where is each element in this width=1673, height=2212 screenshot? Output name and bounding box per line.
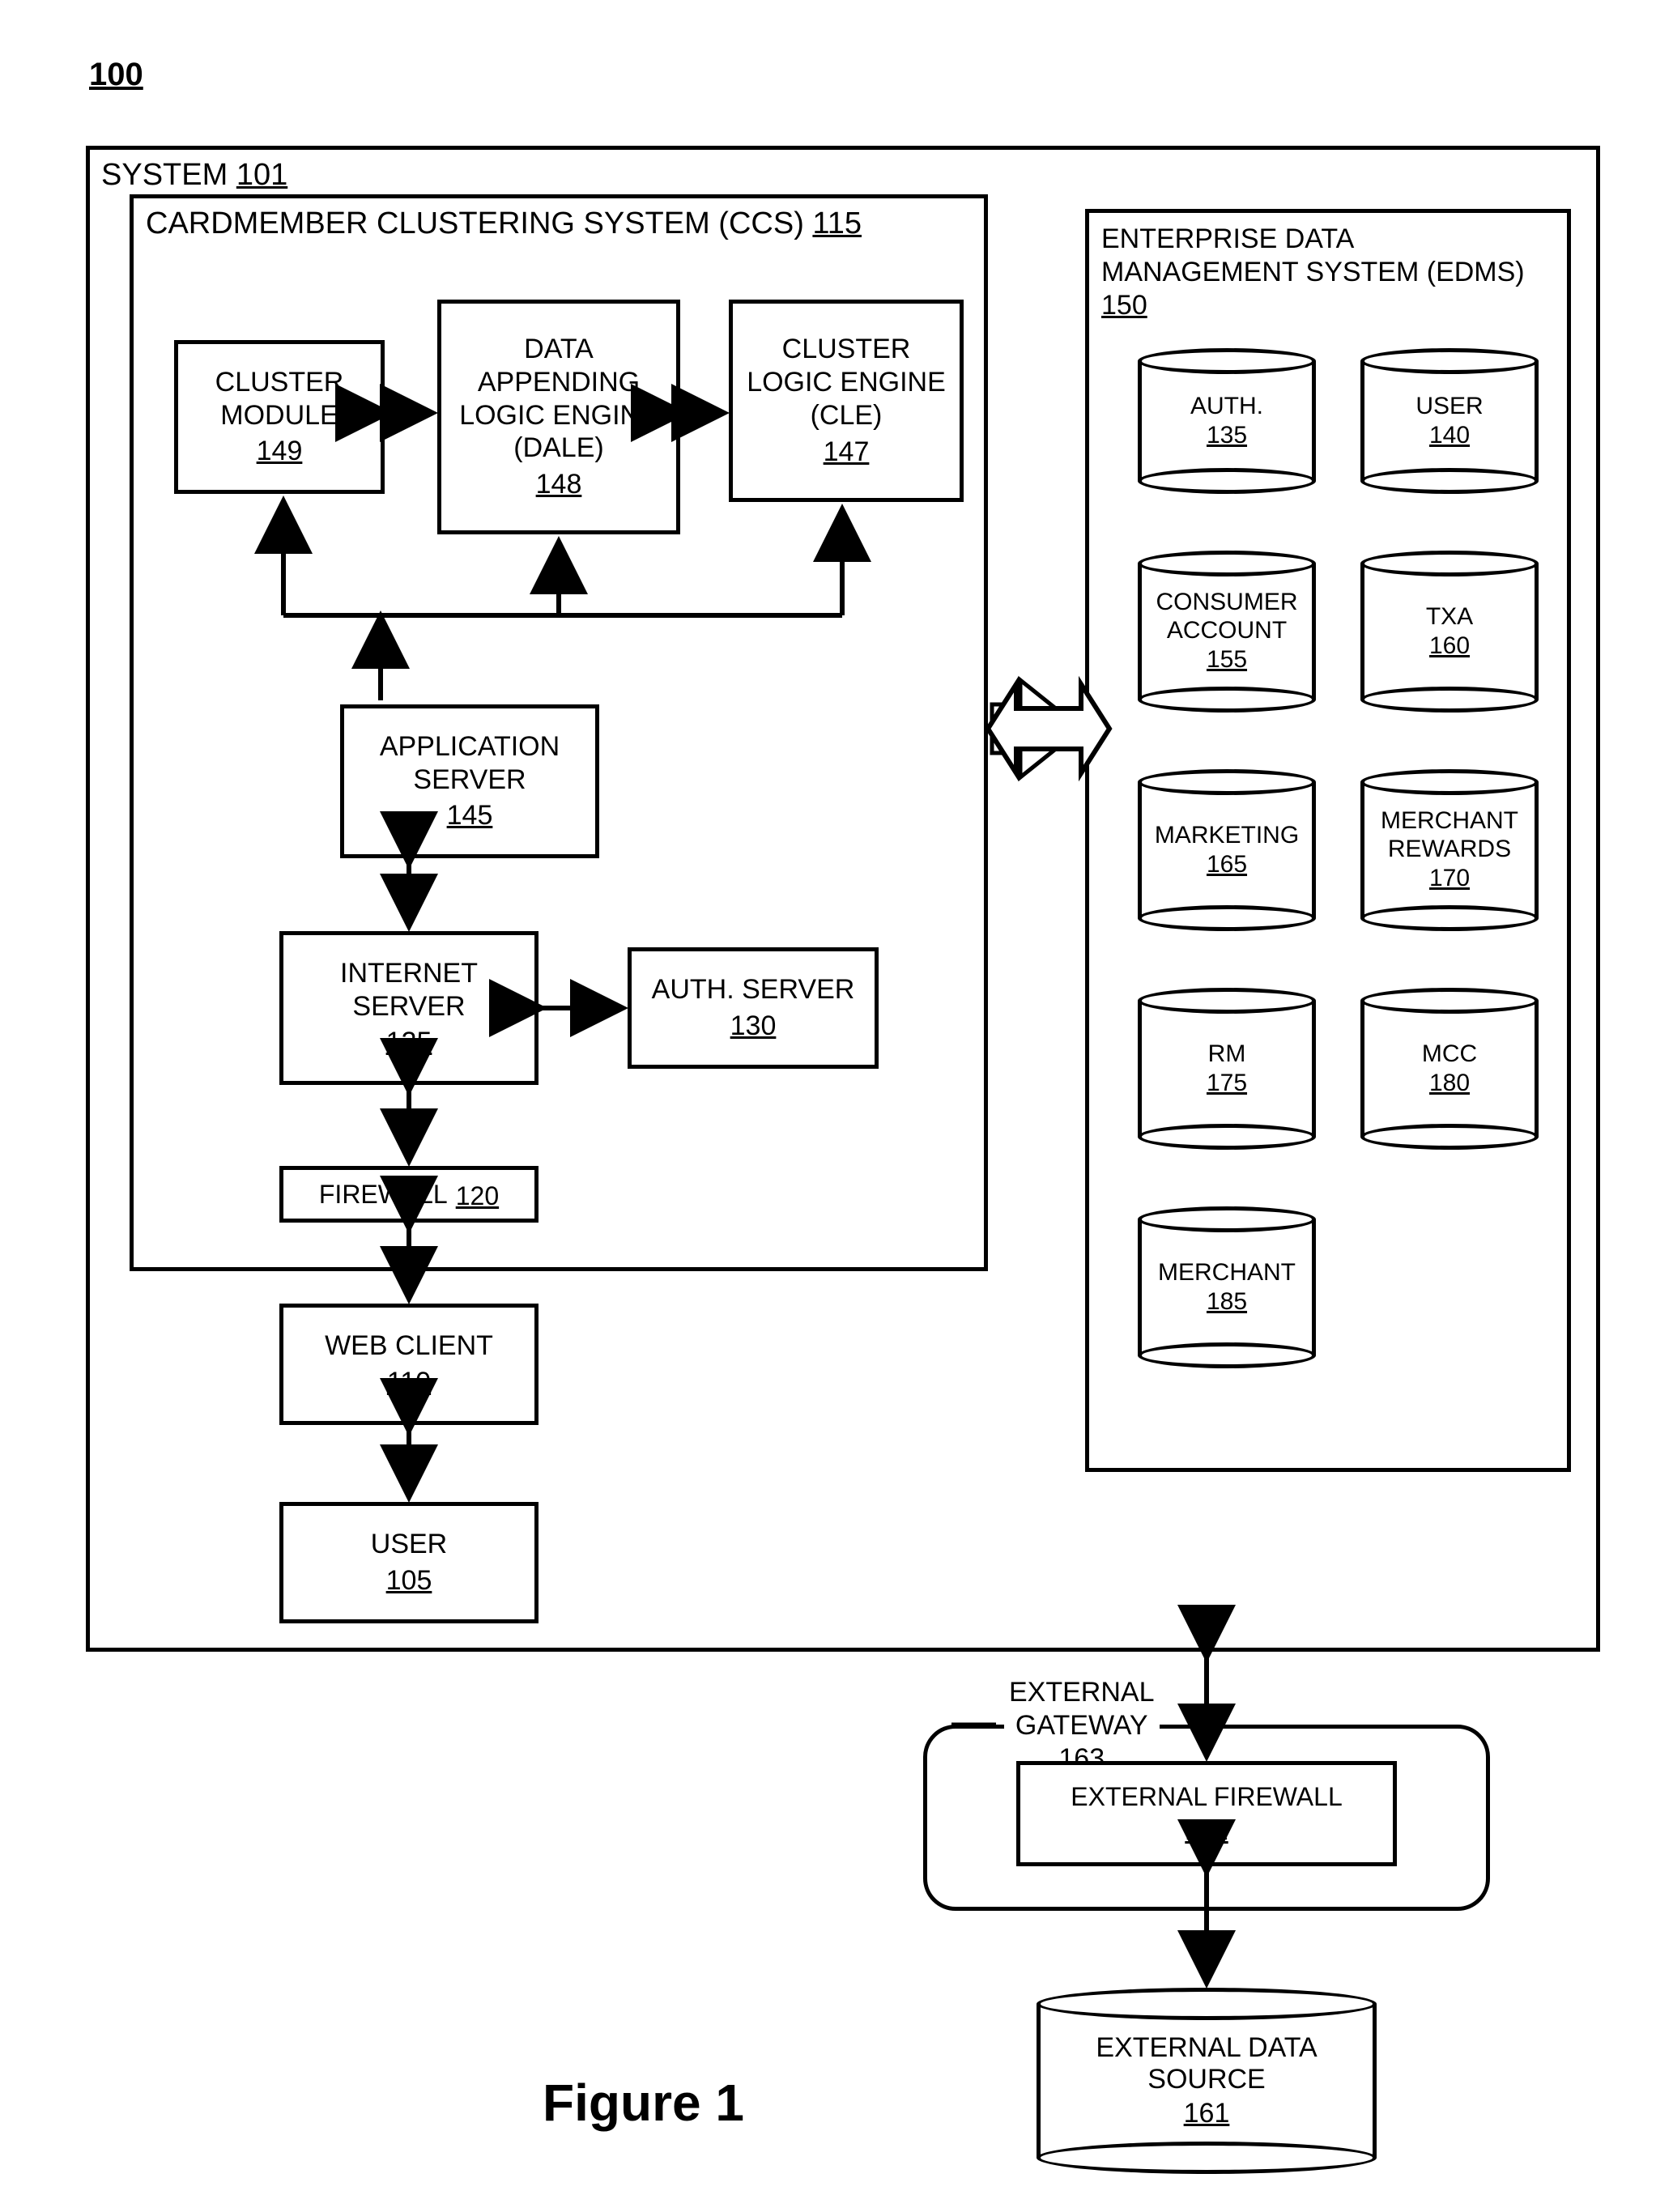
cle-label: CLUSTER LOGIC ENGINE (CLE): [747, 333, 946, 432]
diagram-canvas: 100 SYSTEM 101 CARDMEMBER CLUSTERING SYS…: [0, 0, 1673, 2212]
app-server-num: 145: [447, 799, 493, 832]
merchrew-cyl-num: 170: [1429, 865, 1470, 893]
user-box: USER 105: [279, 1502, 539, 1623]
ccs-num: 115: [812, 206, 862, 240]
internet-server-num: 125: [386, 1026, 432, 1059]
merchrew-cyl: MERCHANT REWARDS170: [1360, 769, 1539, 931]
ccs-title: CARDMEMBER CLUSTERING SYSTEM (CCS) 115: [146, 206, 862, 241]
consumer-cyl-label: CONSUMER ACCOUNT: [1156, 589, 1297, 644]
txa-cyl-label: TXA: [1426, 603, 1473, 632]
ext-firewall-label: EXTERNAL FIREWALL: [1071, 1781, 1342, 1812]
dale-label: DATA APPENDING LOGIC ENGINE (DALE): [459, 333, 658, 465]
firewall-num: 120: [456, 1180, 499, 1211]
web-client-label: WEB CLIENT: [325, 1329, 493, 1363]
ccs-label: CARDMEMBER CLUSTERING SYSTEM (CCS): [146, 206, 804, 240]
consumer-cyl: CONSUMER ACCOUNT155: [1138, 551, 1316, 713]
rm-cyl-num: 175: [1207, 1070, 1247, 1098]
ref-100: 100: [89, 57, 143, 93]
rm-cyl: RM175: [1138, 988, 1316, 1150]
app-server-label: APPLICATION SERVER: [380, 730, 560, 797]
auth-cyl-num: 135: [1207, 422, 1247, 450]
auth-server-num: 130: [730, 1010, 777, 1043]
mcc-cyl: MCC180: [1360, 988, 1539, 1150]
auth-server-label: AUTH. SERVER: [652, 973, 855, 1006]
system-label: SYSTEM: [101, 158, 228, 192]
internet-server-label: INTERNET SERVER: [340, 957, 478, 1023]
rm-cyl-label: RM: [1208, 1040, 1246, 1069]
ext-firewall-num: 162: [1185, 1815, 1228, 1846]
dale-num: 148: [536, 468, 582, 501]
mcc-cyl-label: MCC: [1422, 1040, 1477, 1069]
edms-title: ENTERPRISE DATA MANAGEMENT SYSTEM (EDMS)…: [1101, 223, 1525, 321]
txa-cyl-num: 160: [1429, 632, 1470, 661]
web-client-box: WEB CLIENT 110: [279, 1304, 539, 1425]
user-cyl: USER140: [1360, 348, 1539, 494]
txa-cyl: TXA160: [1360, 551, 1539, 713]
ext-firewall-box: EXTERNAL FIREWALL 162: [1016, 1761, 1397, 1866]
internet-server-box: INTERNET SERVER 125: [279, 931, 539, 1085]
marketing-cyl-num: 165: [1207, 851, 1247, 879]
app-server-box: APPLICATION SERVER 145: [340, 704, 599, 858]
marketing-cyl: MARKETING165: [1138, 769, 1316, 931]
cluster-module-num: 149: [257, 435, 303, 468]
cluster-module-label: CLUSTER MODULE: [215, 366, 344, 432]
consumer-cyl-num: 155: [1207, 646, 1247, 674]
cluster-module-box: CLUSTER MODULE 149: [174, 340, 385, 494]
marketing-cyl-label: MARKETING: [1155, 822, 1299, 850]
merchrew-cyl-label: MERCHANT REWARDS: [1381, 807, 1518, 863]
user-cyl-label: USER: [1415, 393, 1483, 421]
cle-box: CLUSTER LOGIC ENGINE (CLE) 147: [729, 300, 964, 502]
system-title: SYSTEM 101: [101, 158, 287, 193]
merchant-cyl-num: 185: [1207, 1288, 1247, 1317]
ext-data-num: 161: [1184, 2098, 1230, 2129]
firewall-box: FIREWALL 120: [279, 1166, 539, 1223]
user-cyl-num: 140: [1429, 422, 1470, 450]
merchant-cyl: MERCHANT185: [1138, 1206, 1316, 1368]
edms-num: 150: [1101, 290, 1147, 321]
user-num: 105: [386, 1564, 432, 1597]
dale-box: DATA APPENDING LOGIC ENGINE (DALE) 148: [437, 300, 680, 534]
ext-data-cyl: EXTERNAL DATA SOURCE161: [1037, 1988, 1377, 2174]
figure-caption: Figure 1: [543, 2073, 744, 2133]
system-num: 101: [236, 158, 287, 192]
merchant-cyl-label: MERCHANT: [1158, 1259, 1296, 1287]
mcc-cyl-num: 180: [1429, 1070, 1470, 1098]
ext-data-label: EXTERNAL DATA SOURCE: [1096, 2032, 1317, 2095]
auth-cyl-label: AUTH.: [1190, 393, 1263, 421]
auth-cyl: AUTH.135: [1138, 348, 1316, 494]
user-label: USER: [371, 1528, 447, 1561]
auth-server-box: AUTH. SERVER 130: [628, 947, 879, 1069]
firewall-label: FIREWALL: [319, 1179, 448, 1210]
web-client-num: 110: [387, 1366, 431, 1399]
cle-num: 147: [824, 436, 870, 469]
